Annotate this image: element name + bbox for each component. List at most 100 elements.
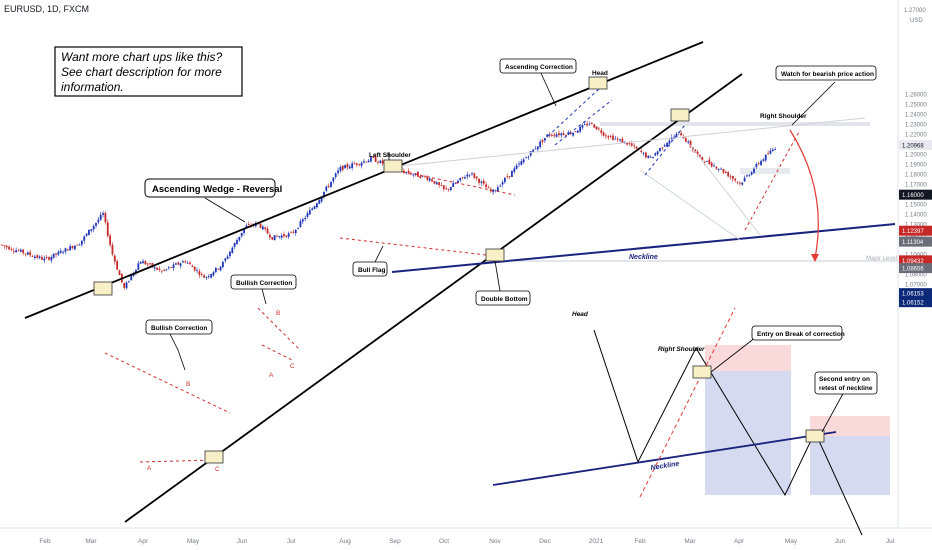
candle-body	[767, 153, 769, 155]
candle-body	[457, 180, 459, 183]
right-shoulder-label: Right Shoulder	[760, 113, 807, 120]
candle-body	[344, 165, 346, 169]
candle-body	[708, 159, 711, 165]
candle-body	[729, 176, 732, 178]
candle-body	[332, 177, 335, 182]
candle-body	[717, 168, 720, 170]
hs-diagram-path	[593, 329, 863, 536]
candle-body	[412, 174, 415, 176]
candle-body	[579, 126, 581, 132]
projection-arrow	[811, 254, 819, 262]
candle-body	[649, 156, 652, 158]
candle-body	[170, 267, 173, 268]
candle-body	[600, 130, 603, 133]
candle-body	[236, 240, 238, 245]
candle-body	[52, 253, 55, 258]
y-tick-label: 1.19000	[905, 163, 927, 169]
price-tag-bg	[899, 189, 932, 200]
resistance-bands	[490, 122, 898, 262]
diagram-neckline	[492, 431, 837, 486]
wave-c2: C	[290, 363, 295, 370]
candle-body	[586, 123, 589, 126]
candle-body	[3, 245, 6, 247]
major-level-label: Major Level	[866, 256, 897, 262]
y-tick-label: 1.14000	[905, 213, 927, 219]
x-tick-label: May	[187, 538, 200, 545]
marker-double-bottom	[485, 248, 505, 262]
candle-body	[95, 222, 97, 226]
candle-body	[243, 228, 245, 234]
candle-body	[614, 138, 617, 140]
candle-body	[301, 219, 304, 222]
candle-body	[189, 262, 191, 265]
x-tick-label: Jul	[287, 538, 296, 545]
bull-flag-upper	[384, 167, 516, 196]
candle-body	[680, 133, 683, 136]
pointer-double-bottom	[494, 260, 501, 292]
marker-right-shoulder-top	[670, 108, 690, 122]
resistance-band-mid	[740, 168, 790, 174]
candle-body	[325, 186, 328, 191]
candle-body	[10, 248, 13, 250]
shoulder-trendline	[389, 117, 866, 168]
candle-body	[116, 261, 119, 270]
candle-body	[290, 231, 292, 233]
y-tick-label: 1.13000	[905, 223, 927, 229]
candle-body	[515, 165, 518, 169]
candle-body	[353, 163, 356, 165]
candle-body	[285, 235, 288, 237]
candle-body	[167, 267, 170, 269]
price-tag-label: 1.06153	[902, 292, 924, 298]
neckline-label: Neckline	[629, 254, 658, 261]
candle-body	[304, 217, 307, 220]
price-tag-bg	[899, 140, 932, 150]
candle-body	[283, 234, 285, 237]
candle-body	[424, 176, 426, 178]
candle-body	[543, 138, 546, 141]
second-entry-line-2: retest of neckline	[819, 385, 873, 392]
candle-body	[654, 153, 657, 156]
candle-body	[595, 126, 598, 130]
candle-body	[574, 131, 577, 133]
candle-body	[196, 270, 198, 272]
candle-body	[88, 229, 90, 236]
candle-body	[57, 251, 60, 255]
asc-correction-label: Ascending Correction	[505, 64, 573, 71]
x-tick-label: Mar	[85, 538, 97, 545]
candle-body	[508, 176, 511, 177]
x-tick-label: Jun	[237, 538, 248, 545]
candle-body	[66, 249, 69, 251]
double-bottom-box	[475, 290, 531, 306]
wedge-label-box	[144, 178, 276, 198]
candle-body	[633, 145, 636, 147]
candle-body	[323, 191, 325, 198]
price-tag-label: 1.09432	[902, 259, 924, 265]
candle-body	[612, 135, 614, 140]
candle-body	[464, 177, 466, 179]
candle-body	[628, 143, 631, 144]
candle-body	[468, 174, 471, 176]
promo-box	[54, 46, 243, 97]
candle-body	[661, 147, 664, 149]
x-tick-label: Dec	[539, 538, 551, 545]
candle-body	[73, 245, 76, 250]
y-tick-group: 1.260001.250001.240001.230001.220001.210…	[905, 93, 927, 309]
candle-body	[334, 173, 337, 177]
head-label: Head	[592, 70, 608, 77]
candle-body	[473, 173, 476, 178]
target-zone-2	[810, 436, 890, 495]
candle-body	[31, 256, 34, 258]
diagram-right-shoulder-label: Right Shoulder	[658, 346, 705, 353]
candle-body	[179, 263, 182, 266]
candle-body	[593, 124, 596, 128]
candle-body	[710, 162, 713, 167]
candle-body	[297, 227, 299, 229]
candle-body	[76, 244, 79, 246]
candle-body	[269, 234, 271, 238]
x-tick-label: Sep	[389, 538, 401, 545]
diagram-neckline-label: Neckline	[650, 461, 680, 472]
wave-b2: B	[276, 310, 280, 317]
candle-body	[36, 255, 39, 258]
wave-b1: B	[186, 381, 190, 388]
